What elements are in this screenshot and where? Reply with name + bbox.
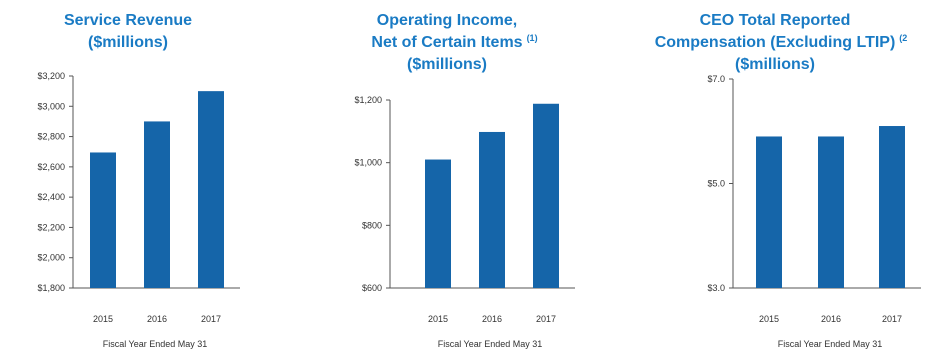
y-tick-label: $2,200 [37, 222, 65, 232]
x-axis-label: Fiscal Year Ended May 31 [438, 339, 543, 349]
chart-title-line: Operating Income, [377, 12, 517, 29]
x-tick-label: 2016 [482, 314, 502, 324]
y-tick-label: $2,000 [37, 253, 65, 263]
chart-title-line: Service Revenue [64, 12, 192, 29]
chart-operating-income: Operating Income, Net of Certain Items ($m… [300, 0, 620, 352]
x-tick-label: 2016 [147, 314, 167, 324]
y-tick-label: $1,800 [37, 283, 65, 293]
bar-2016 [144, 121, 170, 288]
y-tick-label: $1,200 [354, 95, 382, 105]
y-tick-label: $600 [362, 283, 382, 293]
y-tick-label: $2,800 [37, 132, 65, 142]
chart-svg: CEO Total Reported Compensation (Excludin… [655, 12, 921, 349]
x-tick-label: 2017 [882, 314, 902, 324]
y-tick-label: $2,400 [37, 192, 65, 202]
x-axis-label: Fiscal Year Ended May 31 [778, 339, 883, 349]
chart-title-line: ($millions) [407, 56, 487, 73]
y-tick-label: $1,000 [354, 158, 382, 168]
chart-title-line: ($millions) [735, 56, 815, 73]
chart-title-footnote: (1) [527, 33, 538, 43]
bar-2017 [879, 126, 905, 289]
y-tick-label: $3,200 [37, 71, 65, 81]
y-tick-label: $3,000 [37, 101, 65, 111]
x-tick-label: 2015 [93, 314, 113, 324]
x-axis-label: Fiscal Year Ended May 31 [103, 339, 208, 349]
chart-service-revenue: Service Revenue ($millions) $1,800 $2,000 $2… [0, 0, 300, 352]
x-tick-label: 2017 [201, 314, 221, 324]
bar-2017 [198, 91, 224, 289]
x-tick-label: 2016 [821, 314, 841, 324]
chart-svg: Operating Income, Net of Certain Items ($m… [354, 12, 575, 349]
chart-ceo-compensation: CEO Total Reported Compensation (Excludin… [620, 0, 947, 352]
bar-2017 [533, 103, 559, 288]
y-tick-label: $2,600 [37, 162, 65, 172]
y-tick-label: $5.0 [707, 179, 725, 189]
bar-2015 [425, 159, 451, 288]
chart-title-line: Net of Certain Items [371, 34, 522, 51]
bar-2016 [479, 131, 505, 288]
y-tick-label: $800 [362, 220, 382, 230]
x-tick-label: 2017 [536, 314, 556, 324]
bar-2015 [90, 152, 116, 288]
chart-svg: Service Revenue ($millions) $1,800 $2,000 $2… [37, 12, 240, 349]
y-tick-label: $3.0 [707, 283, 725, 293]
x-tick-label: 2015 [759, 314, 779, 324]
chart-title-line: Compensation (Excluding LTIP) [655, 34, 896, 51]
chart-title-footnote: (2 [899, 33, 907, 43]
bar-2015 [756, 136, 782, 288]
x-tick-label: 2015 [428, 314, 448, 324]
chart-title-line: CEO Total Reported [700, 12, 851, 29]
y-tick-label: $7.0 [707, 74, 725, 84]
bar-2016 [818, 136, 844, 288]
chart-title-line: ($millions) [88, 34, 168, 51]
